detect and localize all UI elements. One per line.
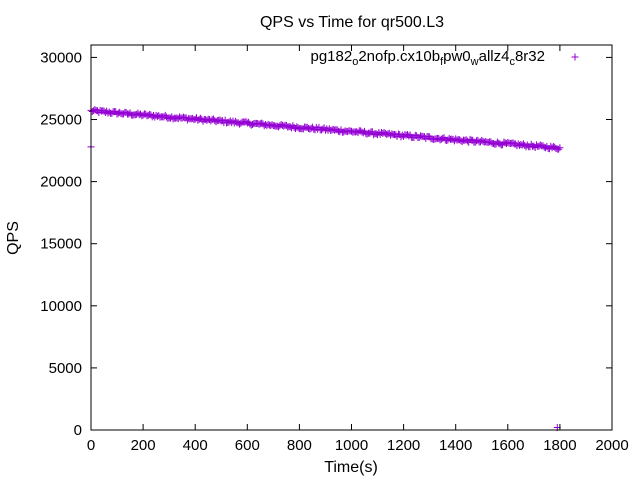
y-tick-label: 15000 (40, 236, 82, 253)
x-axis-label: Time(s) (324, 459, 378, 476)
x-tick-label: 200 (131, 437, 156, 454)
x-tick-label: 1800 (543, 437, 576, 454)
x-tick-label: 1200 (387, 437, 420, 454)
data-points (87, 106, 564, 432)
x-tick-label: 1600 (491, 437, 524, 454)
x-tick-label: 800 (287, 437, 312, 454)
x-tick-label: 2000 (595, 437, 628, 454)
y-tick-label: 20000 (40, 174, 82, 191)
y-tick-label: 0 (74, 422, 82, 439)
legend-label: pg182o2nofp.cx10bfpw0wallz4c8r32 (310, 48, 545, 68)
x-tick-label: 400 (183, 437, 208, 454)
x-tick-label: 600 (235, 437, 260, 454)
y-axis: 0 5000 10000 15000 20000 25000 30000 (40, 49, 612, 439)
chart-title: QPS vs Time for qr500.L3 (260, 14, 444, 31)
x-tick-label: 1000 (335, 437, 368, 454)
y-axis-label: QPS (5, 221, 22, 255)
y-tick-label: 25000 (40, 112, 82, 129)
plot-frame (90, 44, 613, 431)
y-tick-label: 30000 (40, 49, 82, 66)
y-tick-label: 5000 (49, 360, 82, 377)
x-axis: 0 200 400 600 800 1000 1200 1400 1600 1800 2000 (87, 45, 629, 454)
legend: pg182o2nofp.cx10bfpw0wallz4c8r32 (310, 48, 579, 68)
x-tick-label: 1400 (439, 437, 472, 454)
x-tick-label: 0 (87, 437, 95, 454)
data-point (556, 144, 564, 152)
legend-marker (571, 53, 579, 61)
y-tick-label: 10000 (40, 298, 82, 315)
data-point (555, 145, 563, 153)
